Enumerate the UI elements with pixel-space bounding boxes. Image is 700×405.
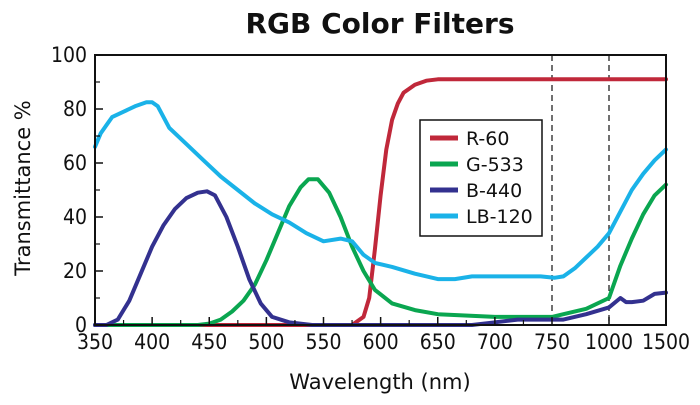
x-axis-label: Wavelength (nm) <box>289 370 470 394</box>
gridlines <box>551 55 610 325</box>
y-tick-label: 100 <box>51 43 87 67</box>
y-tick-labels: 0 20 40 60 80 100 <box>51 43 103 337</box>
y-tick-label: 40 <box>63 205 87 229</box>
x-tick-label: 500 <box>248 330 284 354</box>
y-tick-label: 80 <box>63 97 87 121</box>
y-tick-label: 0 <box>75 313 87 337</box>
x-tick-label: 400 <box>134 330 170 354</box>
x-tick-label: 350 <box>77 330 113 354</box>
x-tick-label: 750 <box>534 330 570 354</box>
x-tick-label: 650 <box>420 330 456 354</box>
chart-title: RGB Color Filters <box>246 7 515 40</box>
x-tick-label: 450 <box>191 330 227 354</box>
series-layer <box>93 77 668 327</box>
y-axis-label: Transmittance % <box>11 100 35 277</box>
legend-label: G-533 <box>466 154 524 176</box>
x-tick-label: 1500 <box>642 330 690 354</box>
legend: R-60 G-533 B-440 LB-120 <box>419 119 543 237</box>
legend-label: B-440 <box>466 180 522 202</box>
y-tick-label: 20 <box>63 259 87 283</box>
x-tick-label: 700 <box>477 330 513 354</box>
x-tick-labels: 350 400 450 500 550 600 650 700 750 1000 1500 <box>77 317 690 354</box>
legend-label: R-60 <box>466 128 509 150</box>
x-tick-label: 600 <box>363 330 399 354</box>
series-line-b-440 <box>93 189 668 327</box>
legend-label: LB-120 <box>466 206 533 228</box>
x-tick-label: 550 <box>305 330 341 354</box>
series-line-g-533 <box>93 177 668 327</box>
y-tick-label: 60 <box>63 151 87 175</box>
series-line-lb-120 <box>93 100 668 282</box>
x-tick-label: 1000 <box>585 330 633 354</box>
